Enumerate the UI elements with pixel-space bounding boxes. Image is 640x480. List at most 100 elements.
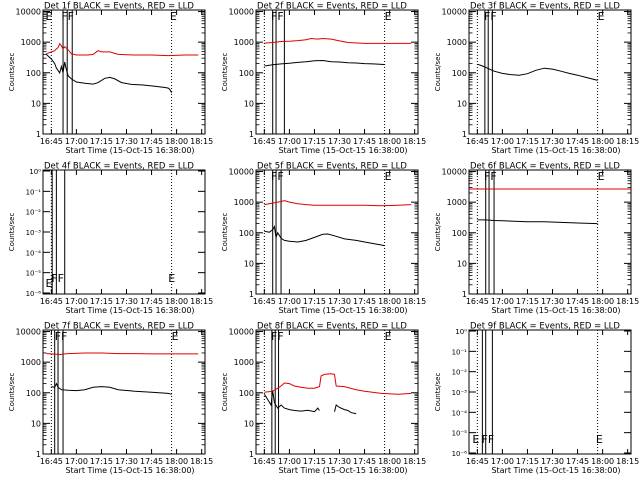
y-tick-label: 10 [244, 419, 254, 428]
panel-data [469, 188, 631, 225]
x-axis-label: Start Time (15-Oct-15 16:38:00) [491, 466, 620, 475]
plot-frame [42, 329, 206, 455]
y-tick-label: 10⁻³ [452, 389, 468, 397]
panel-title: Det 3f BLACK = Events, RED = LLD [470, 2, 620, 12]
y-tick-label: 10⁻⁶ [452, 450, 468, 458]
x-tick-label: 17:00 [65, 297, 88, 306]
y-tick-label: 10⁻² [452, 369, 468, 377]
flag-label: FF [271, 330, 284, 343]
y-tick-label: 10000 [16, 8, 41, 17]
y-tick-label: 10⁻⁵ [26, 270, 42, 278]
panel-data [264, 37, 412, 67]
x-tick-label: 17:00 [278, 297, 301, 306]
x-tick-label: 17:30 [541, 297, 564, 306]
y-tick-label: 10⁻² [26, 209, 42, 217]
flag-label: E [472, 433, 479, 446]
flag-label: E [172, 330, 179, 343]
events-series-line [263, 391, 320, 413]
x-tick-label: 18:15 [190, 297, 213, 306]
flag-label: FF [271, 10, 284, 23]
x-tick-label: 17:00 [491, 137, 514, 146]
plot-frame [42, 9, 206, 135]
flag-label: E [46, 277, 53, 290]
x-tick-label: 17:30 [541, 137, 564, 146]
x-tick-label: 16:45 [466, 297, 489, 306]
x-tick-label: 17:30 [328, 297, 351, 306]
lld-series-line [264, 37, 412, 44]
x-axis-label: Start Time (15-Oct-15 16:38:00) [65, 306, 194, 315]
flag-label: E [385, 170, 392, 183]
x-tick-label: 17:00 [491, 457, 514, 466]
flag-label: E [596, 433, 603, 446]
flag-label: FF [51, 272, 64, 285]
panel-title: Det 1f BLACK = Events, RED = LLD [44, 2, 194, 12]
x-tick-label: 17:45 [566, 457, 589, 466]
events-series-line [51, 382, 172, 395]
x-tick-label: 17:00 [65, 457, 88, 466]
flag-label: E [598, 10, 605, 23]
x-tick-label: 17:15 [516, 137, 539, 146]
x-tick-label: 18:00 [378, 297, 401, 306]
x-tick-label: 17:15 [303, 297, 326, 306]
panel-data [45, 42, 199, 93]
panel-data [264, 200, 412, 247]
y-tick-label: 100 [26, 389, 41, 398]
y-tick-label: 10 [31, 99, 41, 108]
panel-title: Det 7f BLACK = Events, RED = LLD [44, 322, 194, 332]
y-tick-label: 10000 [442, 168, 467, 177]
x-axis-label: Start Time (15-Oct-15 16:38:00) [278, 466, 407, 475]
x-tick-label: 18:15 [403, 297, 426, 306]
y-tick-label: 10000 [229, 168, 254, 177]
y-axis-label: Counts/sec [8, 53, 16, 92]
y-tick-label: 10 [244, 99, 254, 108]
y-tick-label: 1 [249, 130, 254, 139]
x-tick-label: 17:00 [278, 137, 301, 146]
y-tick-label: 10⁰ [29, 168, 41, 176]
x-tick-label: 17:45 [353, 457, 376, 466]
panel-title: Det 4f BLACK = Events, RED = LLD [44, 162, 194, 172]
y-tick-label: 10000 [229, 328, 254, 337]
flag-label: FF [482, 433, 495, 446]
y-tick-label: 1000 [21, 358, 41, 367]
flag-label: E [385, 330, 392, 343]
x-axis-label: Start Time (15-Oct-15 16:38:00) [278, 306, 407, 315]
x-tick-label: 16:45 [466, 137, 489, 146]
x-tick-label: 18:00 [165, 457, 188, 466]
plot-frame [468, 169, 632, 295]
y-axis-label: Counts/sec [221, 213, 229, 252]
y-axis-label: Counts/sec [221, 53, 229, 92]
events-series-line [264, 225, 385, 247]
y-tick-label: 10 [244, 259, 254, 268]
x-tick-label: 16:45 [466, 457, 489, 466]
x-tick-label: 16:45 [253, 297, 276, 306]
x-tick-label: 18:15 [403, 457, 426, 466]
x-tick-label: 18:15 [616, 457, 639, 466]
x-axis-label: Start Time (15-Oct-15 16:38:00) [65, 466, 194, 475]
y-tick-label: 1 [462, 130, 467, 139]
panel-title: Det 9f BLACK = Events, RED = LLD [470, 322, 620, 332]
plot-frame [468, 9, 632, 135]
y-tick-label: 1000 [234, 198, 254, 207]
x-tick-label: 18:15 [616, 137, 639, 146]
y-tick-label: 10⁻³ [26, 229, 42, 237]
x-tick-label: 17:30 [115, 137, 138, 146]
y-tick-label: 100 [26, 69, 41, 78]
flag-label: FF [484, 10, 497, 23]
y-tick-label: 100 [239, 229, 254, 238]
x-axis-label: Start Time (15-Oct-15 16:38:00) [491, 306, 620, 315]
x-tick-label: 16:45 [253, 137, 276, 146]
x-tick-label: 17:15 [303, 457, 326, 466]
x-tick-label: 18:00 [378, 457, 401, 466]
x-tick-label: 17:00 [491, 297, 514, 306]
x-tick-label: 17:30 [328, 137, 351, 146]
flag-label: E [168, 272, 175, 285]
x-tick-label: 16:45 [40, 297, 63, 306]
x-tick-label: 17:45 [566, 137, 589, 146]
plot-frame [255, 9, 419, 135]
flag-label: E [385, 10, 392, 23]
y-tick-label: 1000 [21, 38, 41, 47]
x-tick-label: 17:00 [278, 457, 301, 466]
